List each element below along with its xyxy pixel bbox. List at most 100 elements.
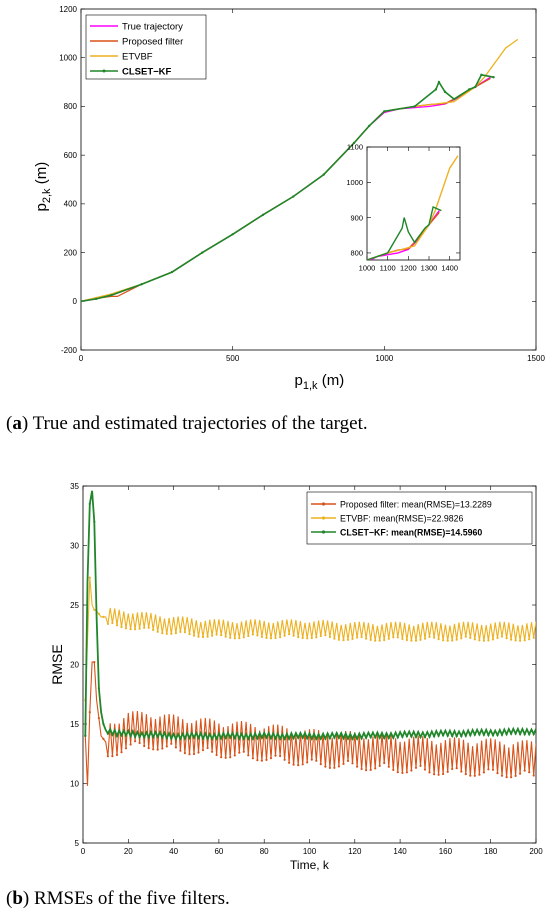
traj-series-point bbox=[474, 85, 477, 89]
inset-x-tick-label: 1000 bbox=[359, 264, 376, 273]
rmse-series-point bbox=[206, 737, 209, 740]
rmse-series-point bbox=[473, 733, 476, 736]
caption-b-letter: b bbox=[12, 888, 23, 909]
rmse-series-point bbox=[93, 608, 96, 611]
rmse-series-point bbox=[279, 754, 282, 758]
rmse-series-point bbox=[183, 752, 186, 755]
rmse-series-point bbox=[143, 736, 146, 739]
rmse-series-point bbox=[346, 737, 350, 740]
inset-series-line-3 bbox=[367, 155, 459, 260]
rmse-series-point bbox=[383, 736, 386, 740]
rmse-series-point bbox=[500, 733, 504, 736]
traj-series-point bbox=[170, 270, 174, 274]
rmse-series-point bbox=[324, 634, 327, 637]
traj-series-point bbox=[443, 90, 447, 94]
rmse-series-point bbox=[451, 639, 454, 642]
rmse-series-point bbox=[106, 732, 109, 735]
rmse-x-tick-label: 0 bbox=[81, 847, 86, 856]
rmse-series-point bbox=[279, 636, 282, 639]
rmse-series-point bbox=[247, 754, 250, 757]
inset-series-line-1 bbox=[368, 210, 440, 260]
rmse-series-point bbox=[369, 736, 372, 739]
rmse-series-point bbox=[297, 764, 300, 767]
rmse-series-point bbox=[528, 638, 531, 641]
rmse-series-point bbox=[111, 733, 114, 736]
rmse-series-point bbox=[229, 636, 232, 639]
rmse-series-point bbox=[279, 737, 282, 740]
rmse-series-point bbox=[161, 736, 164, 739]
rmse-series-point bbox=[446, 734, 449, 737]
rmse-series-point bbox=[482, 733, 485, 736]
rmse-series-point bbox=[152, 736, 155, 739]
rmse-series-point bbox=[510, 732, 513, 735]
rmse-x-tick-label: 200 bbox=[529, 847, 543, 856]
rmse-series-point bbox=[206, 746, 209, 750]
rmse-series-point bbox=[455, 735, 458, 738]
traj-y-axis-label-unit: (m) bbox=[33, 162, 50, 189]
rmse-series-point bbox=[192, 752, 196, 756]
traj-y-tick-label: 400 bbox=[64, 200, 78, 209]
rmse-series-point bbox=[365, 637, 368, 640]
rmse-series-point bbox=[419, 736, 422, 739]
rmse-series-point bbox=[306, 637, 309, 640]
rmse-series-point bbox=[437, 638, 440, 641]
rmse-series-point bbox=[451, 734, 454, 738]
rmse-series-point bbox=[460, 735, 463, 738]
rmse-series-point bbox=[97, 687, 100, 690]
traj-y-tick-label: 800 bbox=[64, 102, 78, 111]
rmse-series-point bbox=[310, 758, 313, 761]
traj-y-tick-label: 1000 bbox=[59, 54, 77, 63]
rmse-series-point bbox=[387, 637, 390, 640]
rmse-x-tick-label: 160 bbox=[439, 847, 453, 856]
inset-x-tick-label: 1100 bbox=[380, 264, 396, 273]
rmse-series-point bbox=[328, 635, 331, 639]
rmse-series-point bbox=[469, 636, 472, 639]
rmse-series-point bbox=[324, 765, 327, 768]
rmse-series-point bbox=[111, 755, 114, 758]
rmse-series-point bbox=[143, 626, 146, 629]
rmse-series-point bbox=[129, 735, 132, 738]
rmse-series-point bbox=[188, 753, 191, 756]
rmse-chart: 0 20 40 60 80 100 120 140 160 180 200 5 10 15 20 25 30 35… bbox=[49, 482, 543, 872]
rmse-series-point bbox=[274, 737, 277, 740]
rmse-series-point bbox=[464, 635, 467, 638]
rmse-series-point bbox=[428, 635, 431, 638]
rmse-series-point bbox=[405, 771, 408, 774]
rmse-series-point bbox=[288, 737, 291, 740]
rmse-series-point bbox=[288, 633, 291, 636]
rmse-series-point bbox=[147, 747, 150, 750]
rmse-series-point bbox=[238, 737, 241, 740]
rmse-x-tick-label: 20 bbox=[124, 847, 133, 856]
inset-x-tick-label: 1200 bbox=[400, 264, 417, 273]
rmse-legend: Proposed filter: mean(RMSE)=13.2289 ETVBF… bbox=[306, 491, 533, 545]
rmse-series-point bbox=[396, 736, 399, 739]
rmse-series-point bbox=[265, 736, 268, 739]
rmse-series-point bbox=[201, 635, 205, 639]
rmse-series-point bbox=[224, 756, 227, 759]
traj-series-point bbox=[322, 173, 325, 176]
rmse-series-point bbox=[306, 737, 309, 740]
rmse-series-point bbox=[505, 776, 508, 779]
rmse-series-point bbox=[414, 735, 418, 738]
rmse-series-point bbox=[496, 772, 499, 775]
rmse-series-point bbox=[183, 631, 186, 634]
rmse-series-point bbox=[174, 737, 177, 740]
rmse-series-point bbox=[478, 733, 481, 736]
rmse-series-point bbox=[428, 771, 431, 774]
rmse-x-tick-label: 40 bbox=[169, 847, 178, 856]
rmse-series-point bbox=[233, 737, 236, 740]
rmse-series-point bbox=[351, 762, 354, 765]
rmse-series-point bbox=[487, 768, 490, 771]
rmse-series-point bbox=[387, 765, 390, 768]
rmse-series-point bbox=[324, 737, 327, 740]
rmse-series-point bbox=[473, 774, 476, 777]
rmse-series-point bbox=[138, 627, 141, 630]
traj-x-axis-label-unit: (m) bbox=[318, 372, 345, 389]
rmse-series-point bbox=[419, 638, 422, 641]
rmse-series-point bbox=[238, 751, 241, 754]
rmse-y-tick-label: 30 bbox=[70, 541, 79, 550]
traj-y-axis-label-main: p bbox=[33, 203, 50, 211]
inset-y-tick-label: 800 bbox=[350, 249, 363, 258]
rmse-series-point bbox=[188, 633, 191, 636]
rmse-series-point bbox=[423, 768, 427, 771]
